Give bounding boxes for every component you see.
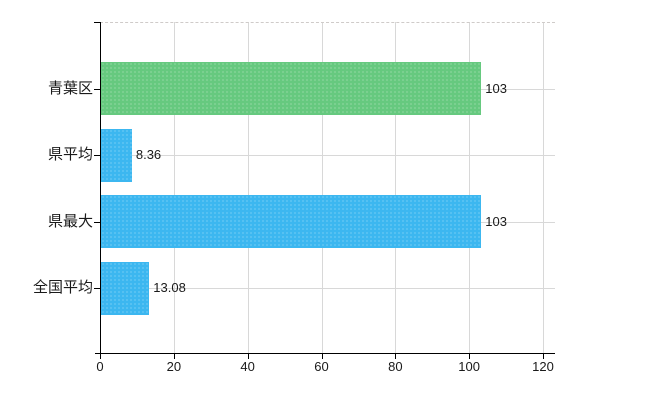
bar xyxy=(101,62,482,115)
x-tick-label: 60 xyxy=(314,359,329,374)
bar-value-label: 13.08 xyxy=(153,280,186,296)
x-tick-label: 40 xyxy=(240,359,255,374)
bar xyxy=(101,261,150,315)
x-tick-mark xyxy=(469,354,471,359)
vertical-gridline xyxy=(469,22,471,353)
x-tick-label: 80 xyxy=(388,359,403,374)
x-tick-mark xyxy=(395,354,397,359)
bar-value-label: 103 xyxy=(485,80,507,96)
bar xyxy=(101,128,132,182)
vertical-gridline xyxy=(395,22,397,353)
horizontal-gridline xyxy=(100,288,555,290)
y-axis xyxy=(100,22,101,354)
x-tick-mark xyxy=(543,354,544,359)
x-tick-label: 100 xyxy=(458,359,480,374)
vertical-gridline xyxy=(247,22,249,353)
y-tick-mark xyxy=(94,221,100,223)
bar-value-label: 8.36 xyxy=(135,147,162,163)
x-tick-label: 0 xyxy=(96,359,104,374)
y-tick-mark xyxy=(94,155,100,157)
plot-top-border xyxy=(100,22,555,23)
x-tick-mark xyxy=(100,354,101,359)
x-tick-label: 120 xyxy=(532,359,554,374)
category-label: 県最大 xyxy=(47,212,93,230)
vertical-gridline xyxy=(543,22,544,353)
category-label: 県平均 xyxy=(47,146,93,164)
x-tick-mark xyxy=(247,354,249,359)
category-label: 青葉区 xyxy=(47,79,93,97)
x-tick-mark xyxy=(173,354,175,359)
x-axis xyxy=(95,353,555,354)
x-tick-mark xyxy=(321,354,323,359)
horizontal-gridline xyxy=(100,155,555,157)
y-axis-top-tick xyxy=(94,22,100,23)
bar xyxy=(101,195,482,249)
bar-value-label: 103 xyxy=(485,213,507,229)
x-tick-label: 20 xyxy=(166,359,182,374)
y-tick-mark xyxy=(94,288,100,290)
y-tick-mark xyxy=(94,88,100,90)
vertical-gridline xyxy=(173,22,175,353)
category-label: 全国平均 xyxy=(32,279,93,297)
vertical-gridline xyxy=(321,22,323,353)
